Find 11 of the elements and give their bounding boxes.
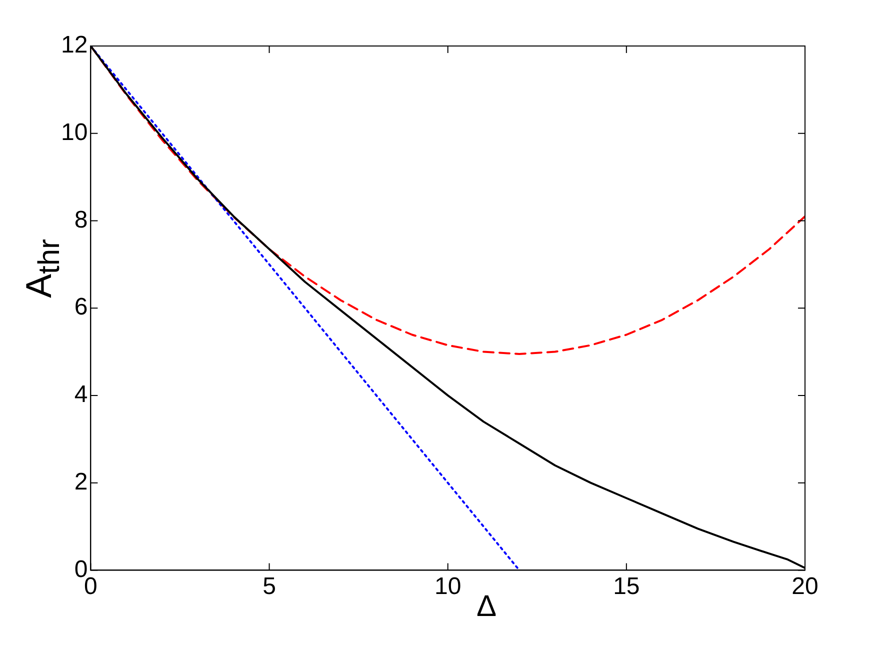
y-tick-label: 10 — [60, 118, 88, 146]
y-tick-label: 4 — [74, 381, 88, 408]
y-tick-label: 12 — [60, 32, 88, 59]
x-tick-label: 15 — [613, 573, 640, 600]
x-tick-label: 5 — [262, 573, 276, 600]
y-tick-label: 2 — [74, 468, 88, 496]
y-tick-label: 8 — [74, 206, 88, 234]
x-tick-label: 20 — [792, 573, 818, 600]
x-axis-title: Δ — [476, 590, 497, 623]
x-tick-label: 10 — [434, 573, 462, 600]
y-tick-label: 6 — [74, 294, 88, 321]
